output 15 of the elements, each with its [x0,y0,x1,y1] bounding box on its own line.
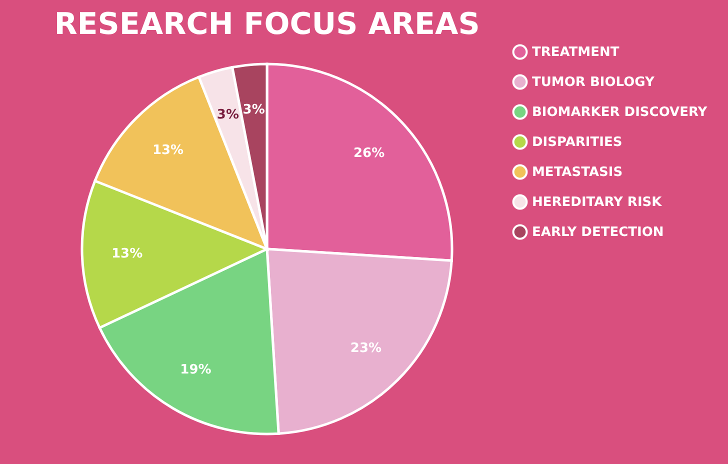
legend-label: BIOMARKER DISCOVERY [532,105,708,120]
data-label: 13% [112,246,143,262]
data-label: 3% [242,102,265,118]
legend-label: METASTASIS [532,165,623,180]
data-label: 23% [350,340,382,356]
data-label: 13% [152,143,184,158]
chart-title: RESEARCH FOCUS AREAS [54,7,480,42]
data-label: 26% [353,146,385,162]
data-label: 3% [216,108,239,123]
legend-label: TUMOR BIOLOGY [532,75,655,90]
legend-label: EARLY DETECTION [532,225,664,240]
legend-label: DISPARITIES [532,135,622,150]
data-label: 19% [180,362,212,378]
legend-label: TREATMENT [532,45,620,60]
legend-label: HEREDITARY RISK [532,195,663,210]
